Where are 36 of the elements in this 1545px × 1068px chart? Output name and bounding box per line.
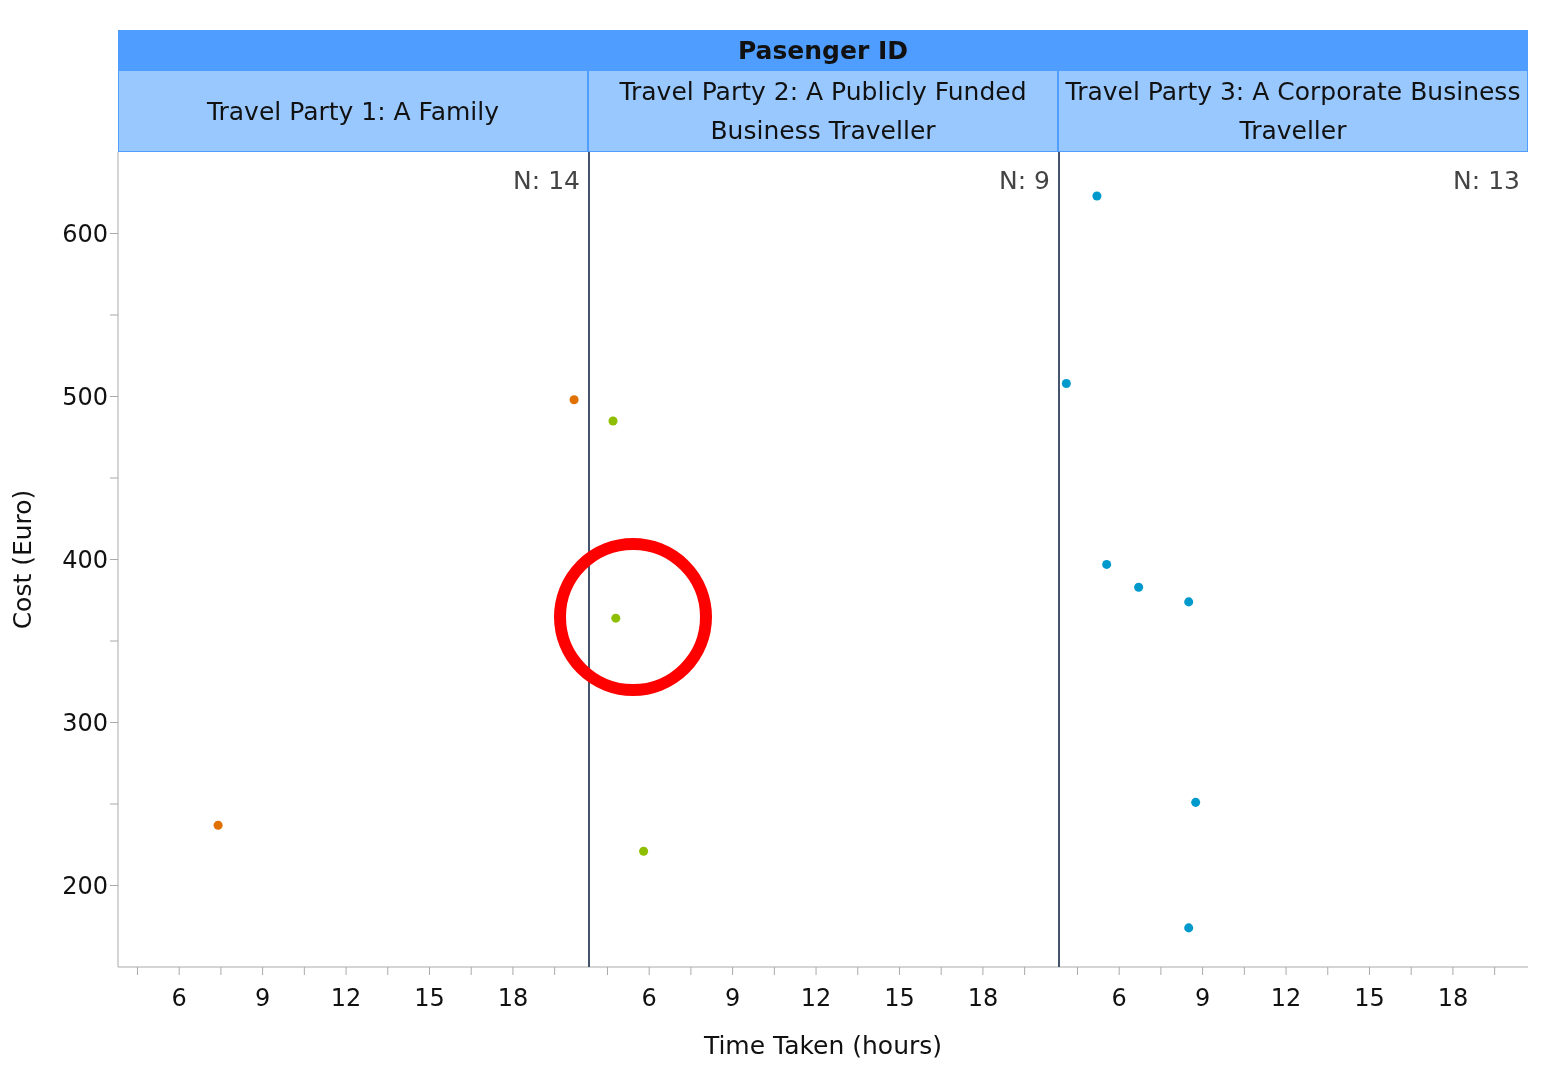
point <box>1184 923 1194 933</box>
y-tick-label: 300 <box>62 709 108 738</box>
chart-subtitle: Travel Party 2: A Publicly Funded Business Traveller <box>589 72 1057 150</box>
x-tick-label: 12 <box>800 984 832 1013</box>
x-tick-label: 6 <box>1111 984 1127 1013</box>
chart-subtitle: Travel Party 3: A Corporate Business Traveller <box>1059 72 1527 150</box>
x-tick-label: 9 <box>1194 984 1211 1013</box>
x-tick-label: 9 <box>724 984 741 1013</box>
annotation: N: 14 <box>513 166 580 195</box>
point <box>1134 582 1144 592</box>
x-tick-label: 18 <box>967 984 999 1013</box>
point <box>1102 559 1112 569</box>
x-tick-label: 18 <box>497 984 529 1013</box>
x-tick-label: 15 <box>414 984 445 1013</box>
point <box>1184 597 1194 607</box>
y-axis-title: Cost (Euro) <box>7 489 37 630</box>
x-tick-label: 6 <box>641 984 657 1013</box>
annotation: N: 9 <box>999 166 1050 195</box>
y-tick-label: 200 <box>62 872 108 901</box>
annotation: N: 13 <box>1453 166 1520 195</box>
x-tick-label: 15 <box>1354 984 1385 1013</box>
y-tick-label: 400 <box>62 546 108 575</box>
x-tick-label: 6 <box>171 984 187 1013</box>
x-tick-label: 9 <box>254 984 271 1013</box>
x-tick-label: 12 <box>330 984 362 1013</box>
x-axis-title: Time Taken (hours) <box>702 1031 943 1060</box>
x-tick-label: 18 <box>1437 984 1469 1013</box>
chart-subtitle: Travel Party 1: A Family <box>206 95 500 128</box>
y-tick-label: 600 <box>62 220 108 249</box>
x-tick-label: 15 <box>884 984 915 1013</box>
x-tick-label: 12 <box>1270 984 1302 1013</box>
y-tick-label: 500 <box>62 383 108 412</box>
chart-title: Pasenger ID <box>118 30 1528 70</box>
point <box>1092 191 1102 201</box>
point <box>1191 797 1201 807</box>
point <box>1061 378 1071 388</box>
